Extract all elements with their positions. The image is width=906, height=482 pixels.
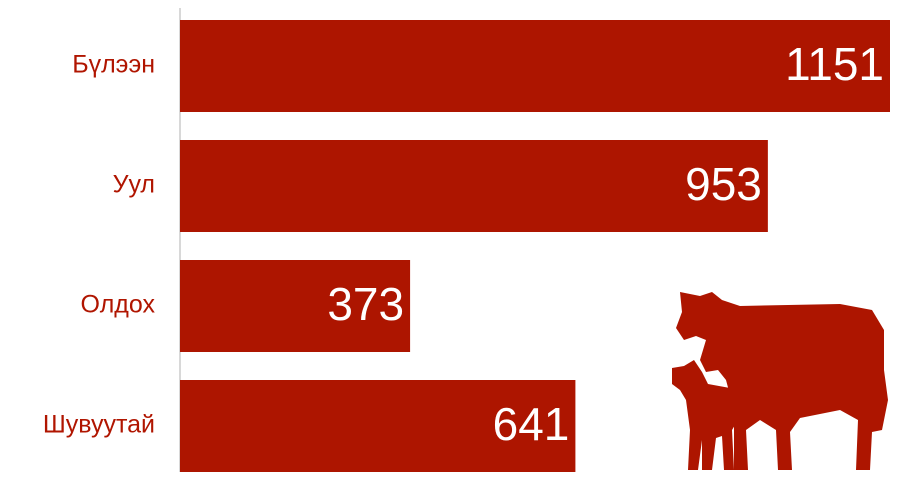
value-label: 641: [493, 398, 570, 450]
category-label: Олдох: [81, 291, 156, 319]
bar: [180, 20, 890, 112]
value-label: 953: [685, 158, 762, 210]
value-label: 373: [327, 278, 404, 330]
category-label: Бүлээн: [72, 51, 155, 79]
category-label: Уул: [113, 171, 155, 199]
bar: [180, 380, 576, 472]
value-label: 1151: [785, 38, 884, 90]
category-label: Шувуутай: [43, 411, 155, 439]
cow-silhouette: [672, 292, 888, 470]
bar: [180, 140, 768, 232]
bar: [180, 260, 411, 352]
